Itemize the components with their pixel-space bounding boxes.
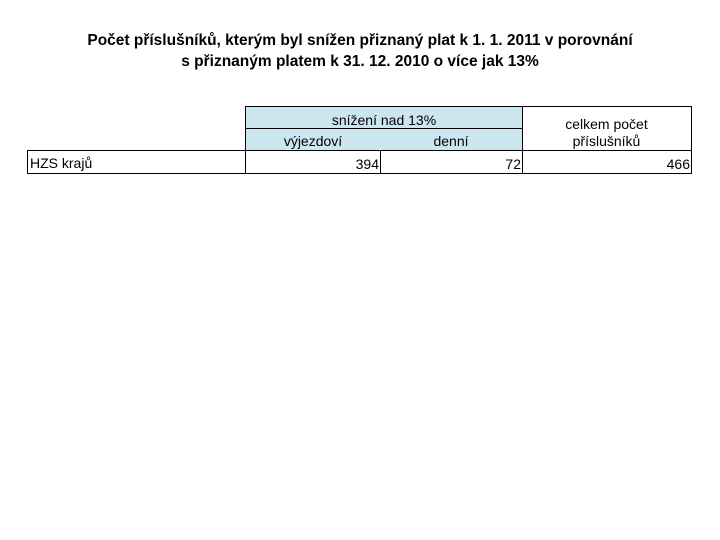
header-group-reduction: snížení nad 13% (245, 106, 523, 129)
header-total-line-1: celkem počet (565, 116, 648, 132)
table-cell-total: 466 (522, 150, 692, 174)
table-row-label: HZS krajů (27, 150, 246, 174)
table-cell-denni: 72 (380, 150, 523, 174)
header-total-line-2: příslušníků (572, 133, 641, 149)
header-sub-denni: denní (380, 128, 523, 151)
header-sub-vyjezdovi: výjezdoví (245, 128, 381, 151)
header-total: celkem počet příslušníků (522, 106, 692, 151)
table-cell-vyjezdovi: 394 (245, 150, 381, 174)
page-title-line-2: s přiznaným platem k 31. 12. 2010 o více… (181, 53, 539, 70)
page-title-line-1: Počet příslušníků, kterým byl snížen při… (87, 32, 633, 49)
